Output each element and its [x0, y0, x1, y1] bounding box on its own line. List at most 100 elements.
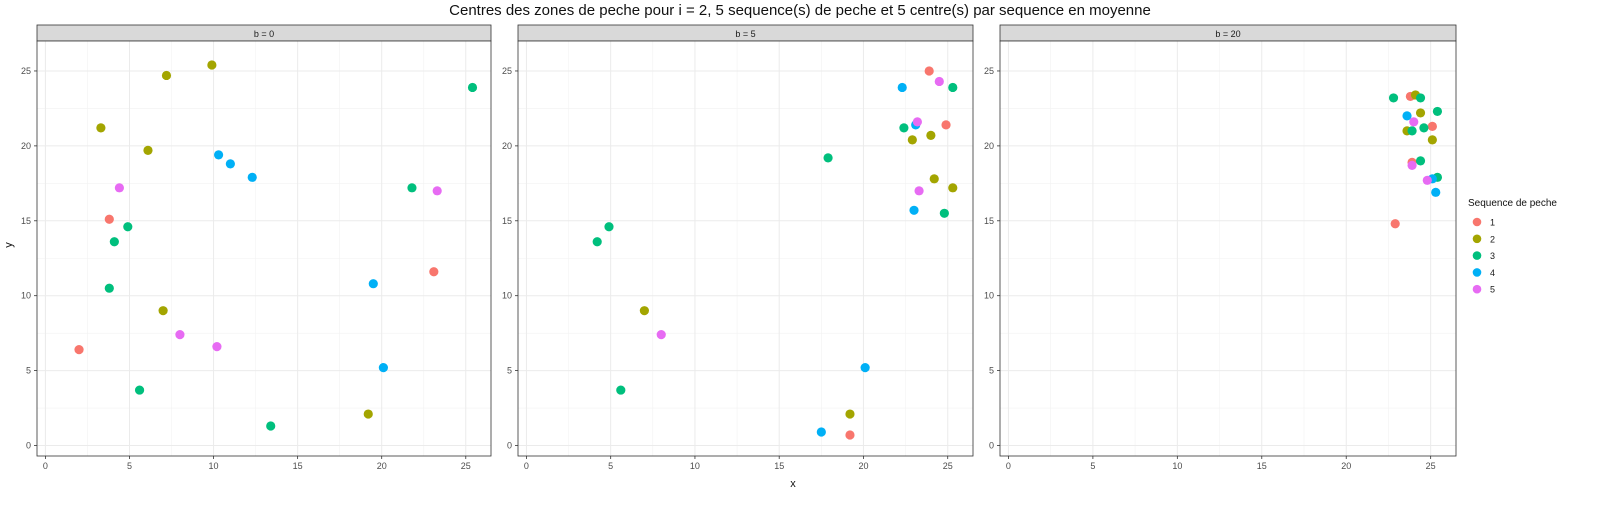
data-point-seq-2 — [845, 409, 855, 419]
y-tick-label: 10 — [502, 291, 512, 301]
y-tick-label: 0 — [507, 441, 512, 451]
y-tick-label: 5 — [507, 366, 512, 376]
chart-title: Centres des zones de peche pour i = 2, 5… — [449, 2, 1151, 19]
data-point-seq-1 — [845, 430, 855, 440]
data-point-seq-4 — [378, 363, 388, 373]
data-point-seq-2 — [161, 70, 172, 81]
panel-border — [36, 40, 492, 457]
data-point-seq-4 — [247, 172, 257, 182]
data-point-seq-4 — [1402, 111, 1412, 121]
x-tick-label: 25 — [461, 461, 471, 471]
x-tick-label: 5 — [127, 461, 132, 471]
legend-key — [1472, 251, 1482, 260]
data-point-seq-3 — [939, 208, 949, 218]
x-tick-label: 10 — [1172, 461, 1182, 471]
data-point-seq-2 — [926, 130, 936, 140]
data-point-seq-3 — [109, 237, 119, 247]
data-point-seq-1 — [1427, 121, 1437, 131]
data-point-seq-5 — [914, 186, 924, 196]
y-tick-label: 5 — [26, 366, 31, 376]
data-point-seq-3 — [899, 123, 909, 133]
data-point-seq-3 — [104, 283, 114, 293]
data-point-seq-3 — [407, 183, 417, 193]
facet-label: b = 5 — [735, 29, 755, 39]
data-point-seq-3 — [134, 385, 145, 395]
y-tick-label: 20 — [502, 141, 512, 151]
data-point-seq-2 — [207, 60, 217, 70]
legend-label: 5 — [1490, 285, 1495, 295]
data-point-seq-3 — [266, 421, 276, 431]
data-point-seq-1 — [74, 345, 84, 355]
y-tick-label: 25 — [21, 66, 31, 76]
x-tick-label: 15 — [774, 461, 784, 471]
legend-key — [1472, 234, 1482, 244]
x-tick-label: 5 — [1090, 461, 1095, 471]
data-point-seq-2 — [907, 135, 917, 145]
x-axis-title: x — [790, 478, 796, 490]
data-point-seq-4 — [816, 427, 826, 437]
y-tick-label: 15 — [984, 216, 994, 226]
data-point-seq-4 — [860, 363, 870, 373]
data-point-seq-3 — [1419, 123, 1429, 133]
panel-3: b = 20 0 5 10 15 20 25 0 5 10 15 20 25 — [984, 24, 1457, 471]
data-point-seq-5 — [114, 183, 124, 193]
x-tick-label: 20 — [377, 461, 387, 471]
panel-border — [999, 40, 1457, 457]
facet-label: b = 0 — [254, 29, 274, 39]
legend-label: 3 — [1490, 251, 1495, 261]
legend-label: 4 — [1490, 268, 1495, 278]
data-point-seq-5 — [212, 342, 222, 352]
y-tick-label: 10 — [984, 291, 994, 301]
data-point-seq-3 — [592, 237, 602, 247]
data-point-seq-2 — [639, 306, 649, 316]
data-point-seq-5 — [175, 330, 185, 340]
data-point-seq-3 — [1415, 156, 1426, 166]
data-point-seq-3 — [1432, 106, 1443, 117]
facet-label: b = 20 — [1215, 29, 1240, 39]
plot-background — [518, 41, 973, 456]
y-tick-label: 5 — [989, 366, 994, 376]
data-point-seq-5 — [1409, 117, 1419, 127]
data-point-seq-1 — [429, 267, 439, 277]
data-point-seq-1 — [924, 66, 934, 76]
data-point-seq-2 — [1415, 108, 1426, 118]
legend-title: Sequence de peche — [1468, 198, 1557, 209]
x-tick-label: 10 — [690, 461, 700, 471]
y-tick-label: 25 — [984, 66, 994, 76]
data-point-seq-5 — [934, 76, 944, 87]
data-point-seq-2 — [1427, 135, 1437, 145]
data-point-seq-3 — [1415, 93, 1426, 103]
x-tick-label: 5 — [608, 461, 613, 471]
legend: Sequence de peche 1 2 3 4 5 — [1468, 198, 1557, 295]
legend-key — [1472, 268, 1482, 277]
legend-key — [1472, 284, 1482, 294]
plot-background — [37, 41, 491, 456]
data-point-seq-2 — [929, 174, 939, 184]
y-tick-label: 25 — [502, 66, 512, 76]
legend-label: 1 — [1490, 218, 1495, 228]
data-point-seq-3 — [1407, 126, 1417, 136]
plot-background — [1000, 41, 1456, 456]
y-axis-title: y — [3, 242, 15, 248]
data-point-seq-4 — [909, 205, 919, 215]
x-tick-label: 25 — [943, 461, 953, 471]
data-point-seq-4 — [1431, 187, 1441, 197]
y-tick-label: 15 — [21, 216, 31, 226]
y-tick-label: 20 — [21, 141, 31, 151]
data-point-seq-5 — [1422, 175, 1432, 185]
legend-label: 2 — [1490, 234, 1495, 244]
data-point-seq-3 — [948, 82, 958, 93]
data-point-seq-4 — [214, 150, 224, 160]
panel-2: b = 5 0 5 10 15 20 25 0 5 10 15 20 25 — [502, 24, 974, 471]
x-tick-label: 0 — [1006, 461, 1011, 471]
y-tick-label: 10 — [21, 291, 31, 301]
legend-key — [1472, 217, 1482, 227]
y-tick-label: 0 — [989, 441, 994, 451]
data-point-seq-3 — [123, 222, 133, 232]
data-point-seq-5 — [912, 117, 922, 127]
data-point-seq-1 — [1390, 219, 1400, 229]
y-tick-label: 20 — [984, 141, 994, 151]
data-point-seq-2 — [948, 183, 958, 193]
